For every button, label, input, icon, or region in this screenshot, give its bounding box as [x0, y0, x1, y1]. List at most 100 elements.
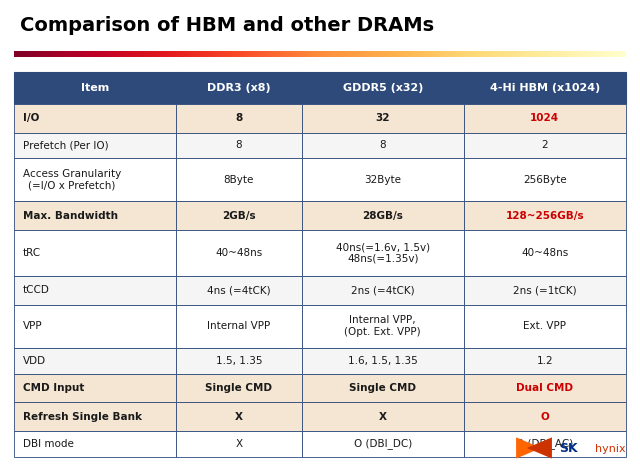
Bar [176, 276, 301, 304]
Text: DBI mode: DBI mode [22, 439, 74, 449]
Bar [464, 104, 626, 133]
Bar [301, 230, 464, 276]
Text: 4ns (=4tCK): 4ns (=4tCK) [207, 285, 271, 295]
Bar [301, 276, 464, 304]
Text: 2: 2 [541, 141, 548, 150]
Bar [301, 133, 464, 158]
Text: X: X [379, 411, 387, 422]
Text: Refresh Single Bank: Refresh Single Bank [22, 411, 141, 422]
Bar [14, 158, 176, 201]
Bar [464, 72, 626, 104]
Text: X: X [235, 411, 243, 422]
Bar [464, 374, 626, 402]
Text: VDD: VDD [22, 356, 46, 366]
Bar [176, 304, 301, 348]
Text: O: O [540, 411, 549, 422]
Bar [176, 72, 301, 104]
Bar [301, 104, 464, 133]
Bar [14, 348, 176, 374]
Text: 32: 32 [376, 113, 390, 123]
Bar [14, 402, 176, 431]
Text: 40~48ns: 40~48ns [215, 248, 262, 258]
Text: O (DBI_DC): O (DBI_DC) [353, 439, 412, 449]
Text: Ext. VPP: Ext. VPP [524, 321, 566, 331]
Bar [176, 230, 301, 276]
Text: 1.6, 1.5, 1.35: 1.6, 1.5, 1.35 [348, 356, 417, 366]
Text: VPP: VPP [22, 321, 42, 331]
Text: tRC: tRC [22, 248, 41, 258]
Bar [301, 402, 464, 431]
Text: 256Byte: 256Byte [523, 175, 566, 185]
Text: 2GB/s: 2GB/s [222, 211, 256, 221]
Text: tCCD: tCCD [22, 285, 49, 295]
Text: X: X [236, 439, 243, 449]
Text: Internal VPP: Internal VPP [207, 321, 271, 331]
Text: 40ns(=1.6v, 1.5v)
48ns(=1.35v): 40ns(=1.6v, 1.5v) 48ns(=1.35v) [335, 242, 430, 264]
Bar [176, 402, 301, 431]
Bar [301, 304, 464, 348]
Text: 8: 8 [236, 141, 243, 150]
Bar [301, 348, 464, 374]
Bar [14, 104, 176, 133]
Bar [301, 431, 464, 457]
Bar [176, 104, 301, 133]
Text: 40~48ns: 40~48ns [521, 248, 568, 258]
Bar [14, 72, 176, 104]
Bar [176, 158, 301, 201]
Bar [14, 431, 176, 457]
Bar [464, 230, 626, 276]
Text: 2ns (=1tCK): 2ns (=1tCK) [513, 285, 577, 295]
Text: 128~256GB/s: 128~256GB/s [506, 211, 584, 221]
Text: 2ns (=4tCK): 2ns (=4tCK) [351, 285, 415, 295]
Text: SK: SK [559, 442, 578, 455]
Bar [14, 133, 176, 158]
Bar [464, 201, 626, 230]
Bar [464, 348, 626, 374]
Text: Access Granularity
(=I/O x Prefetch): Access Granularity (=I/O x Prefetch) [22, 169, 121, 191]
Bar [14, 374, 176, 402]
Text: Single CMD: Single CMD [349, 383, 416, 393]
Text: 1.5, 1.35: 1.5, 1.35 [216, 356, 262, 366]
Text: 8: 8 [380, 141, 386, 150]
Text: Item: Item [81, 83, 109, 93]
Bar [464, 304, 626, 348]
Bar [464, 402, 626, 431]
Text: 8: 8 [236, 113, 243, 123]
Text: Max. Bandwidth: Max. Bandwidth [22, 211, 118, 221]
Text: O (DBI_AC): O (DBI_AC) [516, 439, 573, 449]
Bar [14, 304, 176, 348]
Bar [14, 201, 176, 230]
Bar [464, 158, 626, 201]
Text: 32Byte: 32Byte [364, 175, 401, 185]
Text: hynix: hynix [595, 444, 625, 454]
Bar [301, 374, 464, 402]
Bar [176, 431, 301, 457]
Text: Internal VPP,
(Opt. Ext. VPP): Internal VPP, (Opt. Ext. VPP) [344, 315, 421, 337]
Bar [464, 133, 626, 158]
Text: 1.2: 1.2 [536, 356, 553, 366]
Text: 4-Hi HBM (x1024): 4-Hi HBM (x1024) [490, 83, 600, 93]
Text: 8Byte: 8Byte [224, 175, 254, 185]
Bar [176, 348, 301, 374]
Bar [14, 276, 176, 304]
Polygon shape [527, 437, 552, 459]
Text: DDR3 (x8): DDR3 (x8) [207, 83, 271, 93]
Text: I/O: I/O [22, 113, 39, 123]
Bar [14, 230, 176, 276]
Bar [176, 201, 301, 230]
Text: Single CMD: Single CMD [205, 383, 273, 393]
Text: Dual CMD: Dual CMD [516, 383, 573, 393]
Polygon shape [516, 437, 541, 459]
Bar [464, 276, 626, 304]
Bar [176, 374, 301, 402]
Text: Comparison of HBM and other DRAMs: Comparison of HBM and other DRAMs [20, 16, 435, 35]
Bar [301, 201, 464, 230]
Text: Prefetch (Per IO): Prefetch (Per IO) [22, 141, 108, 150]
Text: GDDR5 (x32): GDDR5 (x32) [342, 83, 423, 93]
Bar [301, 72, 464, 104]
Text: 28GB/s: 28GB/s [362, 211, 403, 221]
Bar [464, 431, 626, 457]
Text: CMD Input: CMD Input [22, 383, 84, 393]
Bar [176, 133, 301, 158]
Text: 1024: 1024 [531, 113, 559, 123]
